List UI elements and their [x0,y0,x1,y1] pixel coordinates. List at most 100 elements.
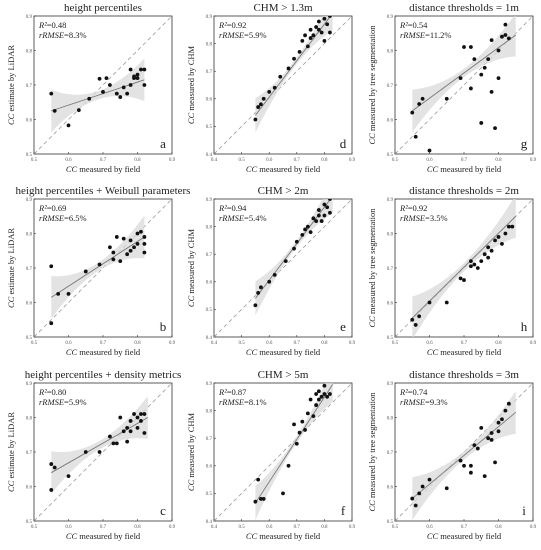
x-tick-label: 0.8 [321,525,328,530]
scatter-plot-g: distance thresholds = 1m 0.5 0.6 0.7 0.8 0.9 0… [367,2,537,174]
panel-letter: e [340,319,346,334]
data-point [489,248,494,253]
data-point [256,477,261,482]
one-to-one-line [34,16,172,154]
data-point [316,208,321,212]
r-squared-label: R²=0.92 [399,203,427,213]
data-point [503,33,508,37]
data-point [125,91,130,96]
data-point [328,210,332,215]
data-point [104,76,109,80]
data-point [253,499,258,504]
data-point [489,38,494,43]
data-point [493,460,497,465]
data-point [311,33,316,38]
data-point [328,30,332,35]
scatter-panel-c: height percentiles + density metrics 0.5 0… [0,367,181,550]
x-tick-label: 0.6 [266,341,273,346]
y-tick-label: 0.9 [26,382,33,387]
y-tick-label: 0.7 [206,253,213,258]
data-point [486,57,491,62]
data-point [292,56,296,61]
data-point [482,65,487,70]
data-point [128,419,133,423]
panel-title: CHM > 1.3m [253,2,313,14]
data-point [132,245,136,250]
x-tick-label: 0.5 [238,158,245,163]
data-point [300,232,305,237]
y-tick-label: 0.9 [387,15,394,20]
data-point [311,414,316,419]
y-tick-label: 0.4 [206,336,213,341]
x-tick-label: 0.6 [266,525,273,530]
data-point [139,229,143,234]
data-point [256,290,261,295]
data-point [486,245,491,250]
data-point [139,67,143,72]
data-point [316,19,321,24]
x-tick-label: 0.9 [169,158,176,163]
data-point [83,450,88,454]
regression-line [51,417,149,474]
data-point [325,22,330,27]
x-tick-label: 0.4 [211,158,218,163]
regression-line [255,384,334,504]
y-tick-label: 0.8 [387,232,394,237]
data-point [135,415,140,420]
data-point [121,85,126,90]
data-point [142,241,147,246]
data-point [417,314,422,319]
y-tick-label: 0.8 [206,42,213,47]
panel-letter: a [160,136,166,151]
y-tick-label: 0.8 [26,232,33,237]
data-point [322,383,327,388]
y-tick-label: 0.7 [206,70,213,75]
y-axis-label: CC measured by tree segmentation [367,25,377,145]
y-tick-label: 0.6 [387,485,394,490]
x-tick-label: 0.5 [392,341,399,346]
rrmse-label: rRMSE=11.2% [400,30,451,40]
data-point [283,259,288,263]
data-point [482,252,487,257]
data-point [308,27,313,32]
data-point [135,241,140,246]
scatter-plot-a: height percentiles 0.5 0.6 0.7 0.8 0.9 0.5 0.6 0… [6,2,176,174]
panel-title: distance thresholds = 3m [409,369,519,381]
data-point [314,392,319,396]
x-tick-label: 0.7 [100,341,107,346]
data-point [486,255,491,260]
x-tick-label: 0.8 [495,158,502,163]
data-point [458,276,463,281]
data-point [286,66,291,71]
data-point [108,245,112,250]
data-point [128,248,133,253]
data-point [486,436,491,441]
confidence-band [412,199,516,337]
data-point [472,57,477,62]
data-point [325,394,330,399]
rrmse-label: rRMSE=8.1% [219,397,267,407]
data-point [417,102,422,106]
data-point [417,491,422,496]
data-point [503,231,508,236]
data-point [410,110,415,115]
x-axis-label: CC measured by field [246,531,321,541]
data-point [479,121,484,125]
x-tick-label: 0.8 [495,525,502,530]
data-point [139,412,143,416]
data-point [420,96,425,101]
y-axis-label: CC measured by CHM [186,45,196,124]
data-point [125,439,130,444]
data-point [496,235,501,239]
y-tick-label: 0.7 [387,451,394,456]
y-tick-label: 0.9 [206,15,213,20]
y-tick-label: 0.9 [387,198,394,203]
data-point [469,259,473,263]
x-tick-label: 0.9 [530,341,537,346]
y-tick-label: 0.9 [26,198,33,203]
data-point [87,96,92,101]
panel-letter: g [521,136,528,151]
y-tick-label: 0.5 [206,492,213,497]
data-point [479,72,484,77]
rrmse-label: rRMSE=6.5% [39,213,87,223]
